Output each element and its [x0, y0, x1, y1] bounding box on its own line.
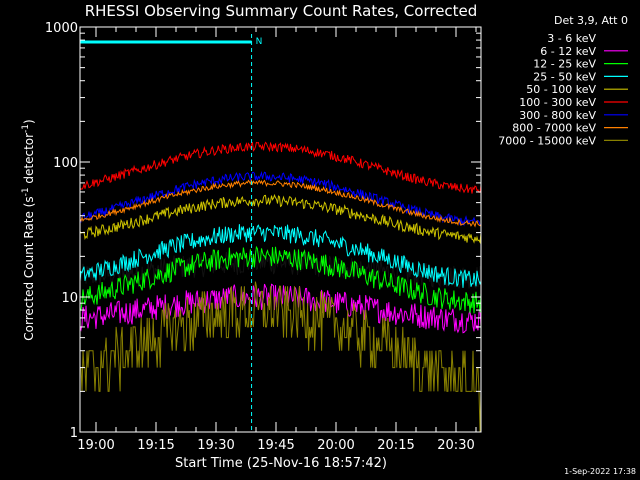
- y-tick-label-3: 1000: [45, 21, 78, 36]
- y-tick-label-0: 1: [70, 426, 78, 441]
- legend-label-1: 6 - 12 keV: [540, 45, 596, 58]
- x-tick-label-4: 20:00: [317, 438, 354, 453]
- series-line-5: [79, 141, 482, 194]
- series-line-0: [79, 250, 482, 289]
- legend-label-2: 12 - 25 keV: [533, 58, 596, 71]
- y-tick-label-2: 100: [53, 156, 78, 171]
- x-tick-label-5: 20:15: [377, 438, 414, 453]
- y-axis-label-main: Corrected Count Rate (s: [22, 196, 36, 340]
- legend-label-0: 3 - 6 keV: [547, 32, 596, 45]
- x-tick-label-6: 20:30: [437, 438, 474, 453]
- chart-title: RHESSI Observing Summary Count Rates, Co…: [85, 2, 478, 20]
- night-label-0: N: [256, 37, 263, 47]
- series-line-8: [80, 281, 482, 433]
- x-axis-label: Start Time (25-Nov-16 18:57:42): [175, 456, 387, 471]
- legend-label-6: 300 - 800 keV: [519, 109, 596, 122]
- series-layer: [79, 141, 482, 433]
- series-line-6: [79, 171, 482, 227]
- x-tick-label-3: 19:45: [257, 438, 294, 453]
- legend-label-3: 25 - 50 keV: [533, 70, 596, 83]
- series-line-3: [79, 224, 482, 288]
- series-line-7: [79, 178, 482, 228]
- y-axis-label-sup2: -1: [21, 124, 31, 133]
- legend-header: Det 3,9, Att 0: [554, 14, 628, 27]
- y-axis-label-mid: detector: [22, 133, 36, 188]
- legend-label-4: 50 - 100 keV: [526, 83, 596, 96]
- legend-label-7: 800 - 7000 keV: [512, 122, 596, 135]
- axis-layer: 1 10 100 1000 19:00 19:15 19:30 19:45 20:00 20:15…: [45, 21, 481, 453]
- legend-label-8: 7000 - 15000 keV: [498, 134, 596, 147]
- legend-label-5: 100 - 300 keV: [519, 96, 596, 109]
- y-axis-label-sup1: -1: [21, 187, 31, 196]
- y-axis-label: Corrected Count Rate (s-1 detector-1): [21, 119, 36, 340]
- x-tick-label-2: 19:30: [197, 438, 234, 453]
- plot-frame: [79, 26, 482, 433]
- x-tick-label-1: 19:15: [137, 438, 174, 453]
- series-line-4: [79, 193, 482, 245]
- y-tick-label-1: 10: [61, 291, 78, 306]
- x-tick-label-0: 19:00: [77, 438, 114, 453]
- footer-timestamp: 1-Sep-2022 17:38: [564, 467, 636, 476]
- series-line-2: [79, 245, 482, 314]
- y-axis-label-end: ): [22, 119, 36, 124]
